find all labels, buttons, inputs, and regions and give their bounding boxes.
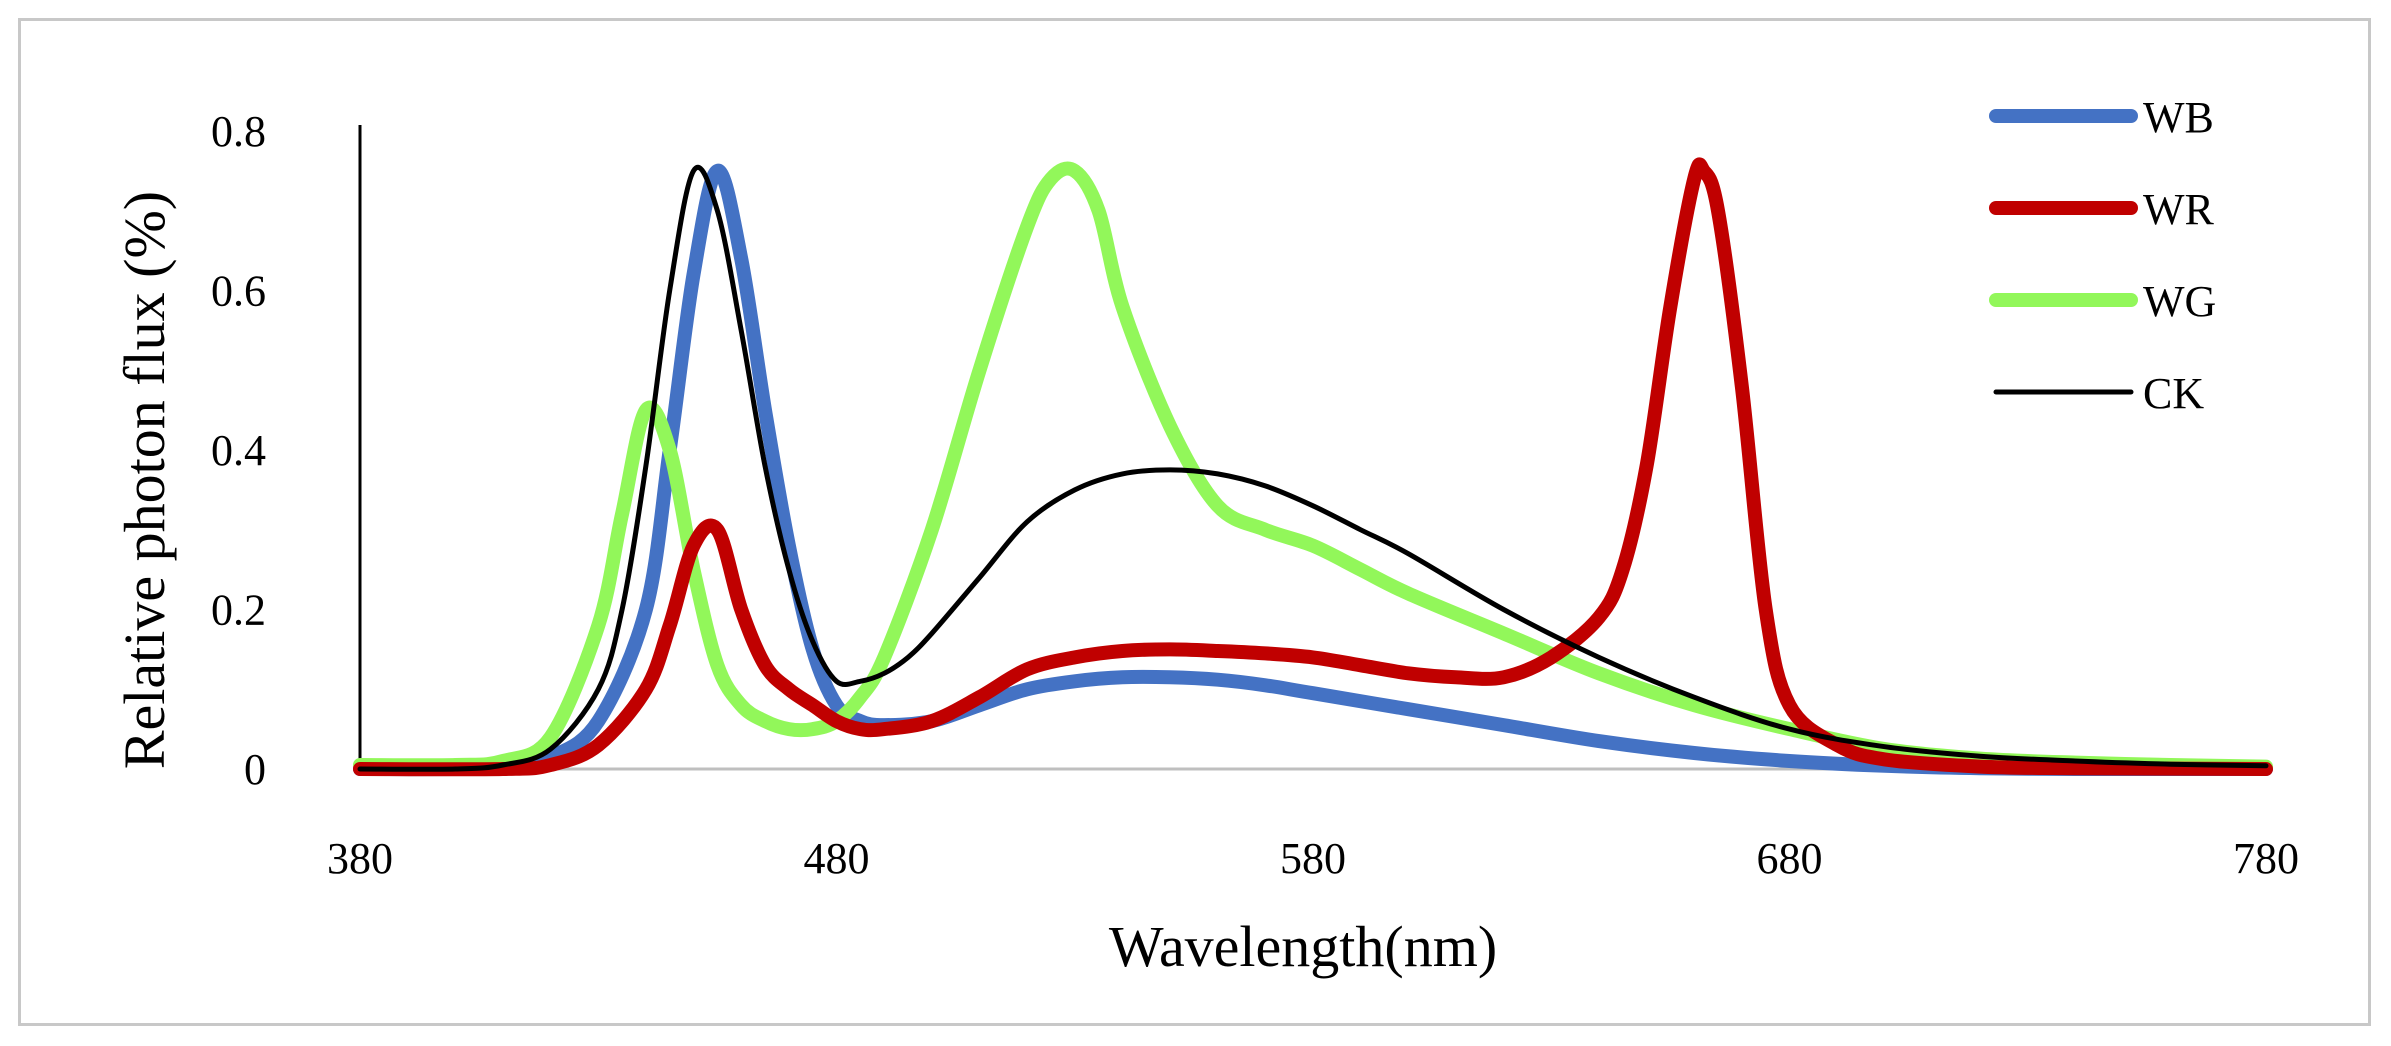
legend-label-wr: WR bbox=[2143, 185, 2215, 234]
y-axis-label: Relative photon flux (%) bbox=[112, 191, 177, 769]
legend-label-ck: CK bbox=[2143, 369, 2204, 418]
x-tick-label: 680 bbox=[1757, 834, 1823, 883]
y-tick-label: 0.4 bbox=[211, 426, 266, 475]
series-line-wr bbox=[353, 157, 2273, 777]
legend-label-wb: WB bbox=[2143, 93, 2214, 142]
axes bbox=[358, 125, 2266, 771]
x-axis-label: Wavelength(nm) bbox=[1109, 914, 1497, 979]
y-tick-label: 0.8 bbox=[211, 107, 266, 156]
chart-svg: 380 480 580 680 780 0 0.2 0.4 0.6 0.8 Relative ph… bbox=[112, 93, 2299, 979]
x-tick-label: 380 bbox=[327, 834, 393, 883]
x-tick-label: 780 bbox=[2233, 834, 2299, 883]
series-layer bbox=[353, 157, 2273, 777]
y-tick-label: 0.2 bbox=[211, 586, 266, 635]
tick-labels: 380 480 580 680 780 0 0.2 0.4 0.6 0.8 bbox=[211, 107, 2299, 883]
series-line-ck bbox=[357, 165, 2269, 772]
y-tick-label: 0.6 bbox=[211, 267, 266, 316]
chart-frame: 380 480 580 680 780 0 0.2 0.4 0.6 0.8 Relative ph… bbox=[18, 18, 2371, 1026]
y-tick-label: 0 bbox=[244, 745, 266, 794]
x-tick-label: 580 bbox=[1280, 834, 1346, 883]
legend: WB WR WG CK bbox=[1989, 93, 2216, 418]
legend-label-wg: WG bbox=[2143, 277, 2216, 326]
series-line-wg bbox=[353, 161, 2273, 774]
x-tick-label: 480 bbox=[804, 834, 870, 883]
